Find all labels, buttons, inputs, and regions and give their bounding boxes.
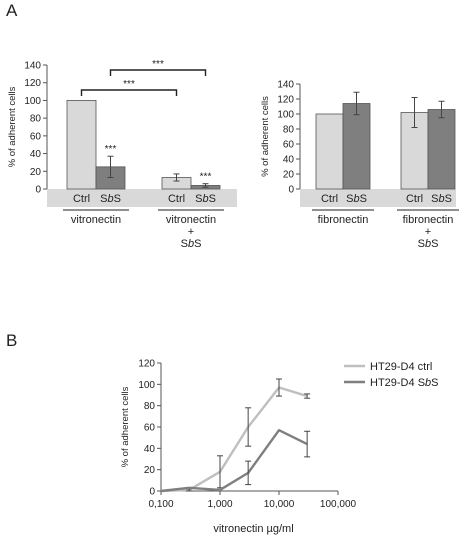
x-axis-label: vitronectin µg/ml: [213, 523, 293, 535]
bar-category-label: SbS: [346, 193, 367, 205]
group-label: vitronectin: [71, 214, 121, 226]
y-tick-label: 40: [283, 155, 295, 166]
y-tick-label: 20: [283, 170, 295, 181]
bar-sbs-1: [342, 103, 371, 190]
y-tick-label: 100: [277, 110, 294, 121]
y-tick-label: 60: [283, 140, 295, 151]
group-label: SbS: [181, 238, 202, 250]
significance-label: ***: [200, 172, 212, 183]
comparison-label: ***: [123, 79, 135, 90]
y-tick-label: 60: [144, 423, 156, 434]
y-tick-label: 80: [283, 125, 295, 136]
series-line-2: [160, 429, 308, 493]
x-tick-label: 10,000: [264, 499, 295, 510]
bar-category-label: SbS: [195, 193, 216, 205]
comparison-bracket: [80, 89, 178, 96]
x-tick-label: 0,100: [148, 499, 173, 510]
x-tick-label: 1,000: [207, 499, 232, 510]
y-tick-label: 20: [144, 465, 156, 476]
y-tick-label: 120: [138, 359, 155, 370]
y-tick-label: 100: [24, 96, 41, 107]
x-tick-label: 100,000: [320, 499, 357, 510]
comparison-bracket: [109, 69, 207, 76]
bar-category-label: Ctrl: [73, 193, 90, 205]
bar-category-label: SbS: [431, 193, 452, 205]
group-label: SbS: [418, 238, 439, 250]
y-tick-label: 0: [35, 185, 41, 196]
bar-category-label: Ctrl: [321, 193, 338, 205]
y-tick-label: 120: [24, 78, 41, 89]
group-label: fibronectin: [403, 214, 454, 226]
y-axis-label: % of adherent cells: [120, 386, 131, 467]
comparison-label: ***: [152, 59, 164, 70]
y-tick-label: 140: [277, 80, 294, 91]
legend-label-2: HT29-D4 SbS: [370, 377, 439, 389]
category-band: [47, 189, 237, 207]
group-label: vitronectin: [166, 214, 216, 226]
bar-category-label: Ctrl: [406, 193, 423, 205]
panel-b-label: B: [6, 331, 18, 350]
legend-label-1: HT29-D4 ctrl: [370, 361, 432, 373]
y-tick-label: 80: [144, 401, 156, 412]
y-tick-label: 120: [277, 95, 294, 106]
y-tick-label: 40: [30, 149, 42, 160]
bar-ctrl-1: [315, 113, 344, 190]
y-tick-label: 0: [149, 487, 155, 498]
y-tick-label: 100: [138, 380, 155, 391]
category-band: [300, 189, 456, 207]
panel-a-label: A: [6, 1, 18, 20]
group-label: fibronectin: [318, 214, 369, 226]
y-axis-label: % of adherent cells: [7, 86, 18, 167]
bar-category-label: SbS: [100, 193, 121, 205]
series-line-1: [160, 386, 308, 493]
y-tick-label: 140: [24, 61, 41, 72]
y-tick-label: 40: [144, 444, 156, 455]
group-label: +: [188, 226, 194, 238]
significance-label: ***: [105, 144, 117, 155]
bar-ctrl-1: [66, 100, 97, 190]
y-tick-label: 60: [30, 131, 42, 142]
y-tick-label: 80: [30, 114, 42, 125]
y-tick-label: 20: [30, 167, 42, 178]
group-label: +: [425, 226, 431, 238]
bar-category-label: Ctrl: [168, 193, 185, 205]
y-tick-label: 0: [288, 185, 294, 196]
y-axis-label: % of adherent cells: [260, 96, 271, 177]
bar-sbs-2: [427, 109, 456, 190]
